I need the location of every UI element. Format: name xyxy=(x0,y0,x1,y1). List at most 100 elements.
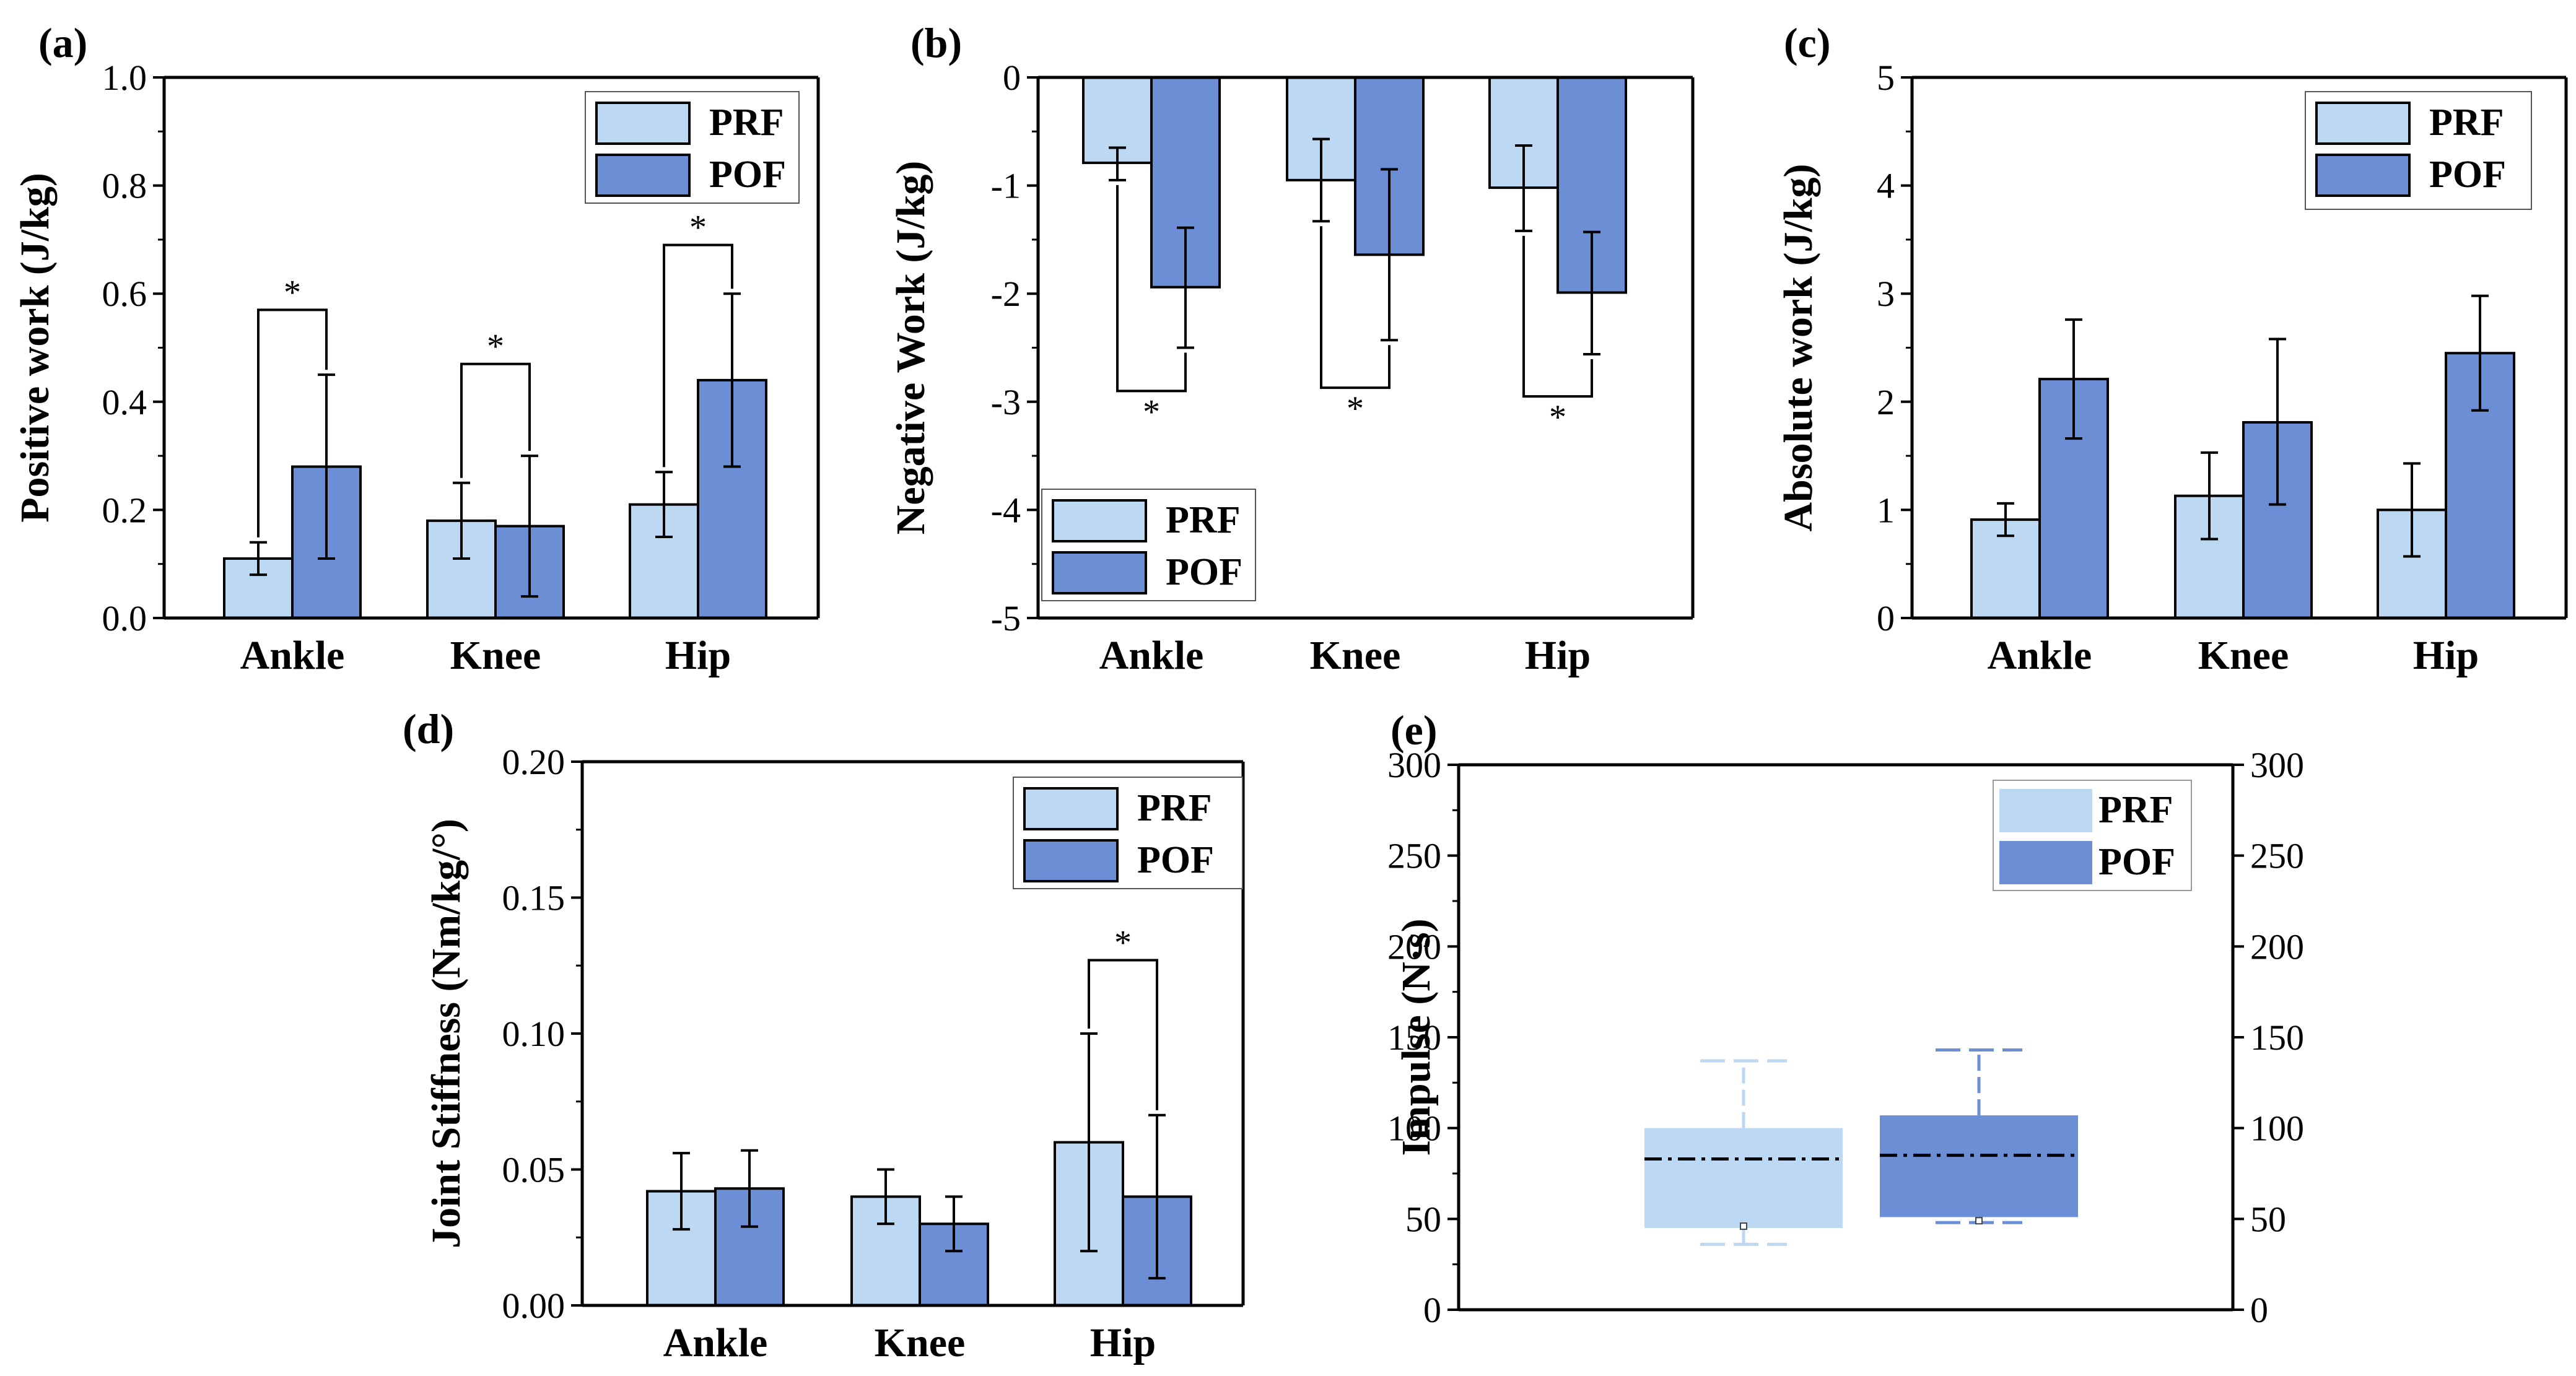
y-axis-title: Impulse (N·s) xyxy=(1394,918,1439,1156)
panel-a-positive-work: (a) Positive work (J/kg) * * * Ankle Knee Hip 0.… xyxy=(12,19,820,678)
legend-swatch-prf xyxy=(1023,787,1119,830)
legend-label-pof: POF xyxy=(2429,154,2506,196)
significance-bracket xyxy=(663,243,733,468)
bar-series-group xyxy=(646,1032,1192,1307)
y-tick-label: 0.20 xyxy=(502,742,565,782)
legend: PRF POF xyxy=(2305,91,2532,210)
y-tick-label: 0.10 xyxy=(502,1014,565,1054)
significance-star: * xyxy=(1143,393,1160,431)
bar-series-group xyxy=(1970,294,2515,620)
legend-swatch-pof xyxy=(595,154,691,197)
box-prf xyxy=(1644,1128,1843,1228)
y-tick-label: 0.8 xyxy=(102,166,147,206)
legend-swatch-prf xyxy=(595,102,691,145)
y-tick-label: 1.0 xyxy=(102,58,147,98)
x-tick-label-ankle: Ankle xyxy=(1099,633,1204,678)
y-tick-label: 0 xyxy=(1003,58,1021,98)
x-tick-label-ankle: Ankle xyxy=(663,1320,768,1365)
panel-label: (e) xyxy=(1391,707,1437,754)
y-tick-label-right: 50 xyxy=(2250,1199,2286,1239)
y-tick-label-right: 300 xyxy=(2250,745,2304,785)
y-tick-label: 150 xyxy=(1387,1017,1441,1058)
bar-prf-hip xyxy=(2377,508,2447,620)
legend-swatch-prf xyxy=(1052,499,1147,542)
significance-bracket xyxy=(1088,959,1158,1110)
legend: PRF POF xyxy=(1993,780,2192,891)
panel-e-impulse: (e) Impulse (N·s) 0 50 100 150 200 250 300 0 50 100… xyxy=(1387,707,2304,1330)
bar-series-group xyxy=(1082,76,1627,355)
y-tick-label: 300 xyxy=(1387,745,1441,785)
legend: PRF POF xyxy=(1041,489,1256,601)
significance-star: * xyxy=(487,328,504,366)
y-tick-label-right: 150 xyxy=(2250,1017,2304,1058)
y-tick-label-right: 200 xyxy=(2250,926,2304,967)
significance-star: * xyxy=(689,209,707,247)
y-tick-label: 5 xyxy=(1877,58,1895,98)
significance-star: * xyxy=(1549,398,1566,437)
legend-swatch-pof xyxy=(1052,551,1147,594)
data-point xyxy=(1740,1222,1747,1230)
panel-c-absolute-work: (c) Absolute work (J/kg) Ankle Knee Hip 0 1 2 3 4… xyxy=(1776,19,2568,678)
legend-label-prf: PRF xyxy=(709,102,784,144)
x-tick-label-hip: Hip xyxy=(1525,633,1591,678)
x-tick-label-knee: Knee xyxy=(2198,633,2289,678)
significance-star: * xyxy=(1347,390,1364,428)
y-tick-label: 0.0 xyxy=(102,598,147,638)
legend-label-pof: POF xyxy=(1137,839,1214,881)
legend-label-prf: PRF xyxy=(2098,789,2173,831)
legend-label-pof: POF xyxy=(2098,841,2175,883)
x-tick-label-knee: Knee xyxy=(875,1320,966,1365)
legend-swatch-prf xyxy=(1999,789,2092,832)
data-point xyxy=(1975,1217,1983,1225)
y-tick-label: 250 xyxy=(1387,836,1441,876)
y-tick-label: 3 xyxy=(1877,274,1895,314)
significance-bracket xyxy=(257,308,328,538)
x-tick-label-hip: Hip xyxy=(2413,633,2479,678)
legend: PRF POF xyxy=(585,91,800,204)
y-tick-label: -4 xyxy=(991,490,1021,530)
y-tick-label: -2 xyxy=(991,274,1021,314)
significance-bracket xyxy=(460,362,531,478)
legend-label-prf: PRF xyxy=(1166,499,1241,541)
y-tick-label-right: 0 xyxy=(2250,1290,2268,1330)
y-tick-label: -5 xyxy=(991,598,1021,638)
panel-label: (b) xyxy=(910,19,962,66)
y-tick-label: 0.00 xyxy=(502,1286,565,1326)
box-series-group xyxy=(1644,1048,2078,1246)
y-tick-label: 0.4 xyxy=(102,382,147,422)
y-tick-label: 0.05 xyxy=(502,1150,565,1190)
legend-swatch-prf xyxy=(2315,102,2411,145)
y-axis-title: Absolute work (J/kg) xyxy=(1776,163,1821,531)
y-axis-title: Positive work (J/kg) xyxy=(12,173,58,523)
y-tick-label: -3 xyxy=(991,382,1021,422)
legend: PRF POF xyxy=(1013,777,1243,889)
x-tick-label-ankle: Ankle xyxy=(240,633,345,678)
significance-bracket xyxy=(1116,185,1187,393)
panel-b-negative-work: (b) Negative Work (J/kg) * * * Ankle Knee Hip -5… xyxy=(888,19,1695,678)
panel-label: (d) xyxy=(403,705,454,752)
y-axis-title: Joint Stiffness (Nm/kg/°) xyxy=(424,819,469,1248)
y-tick-label: 0 xyxy=(1423,1290,1441,1330)
panel-label: (a) xyxy=(38,19,87,66)
panel-d-joint-stiffness: (d) Joint Stiffness (Nm/kg/°) * Ankle Knee Hi… xyxy=(403,705,1245,1365)
y-tick-label: 200 xyxy=(1387,926,1441,967)
x-tick-label-ankle: Ankle xyxy=(1988,633,2092,678)
legend-swatch-pof xyxy=(1023,839,1119,882)
panel-label: (c) xyxy=(1784,19,1830,66)
significance-star: * xyxy=(1114,923,1132,962)
y-tick-label-right: 250 xyxy=(2250,836,2304,876)
x-tick-label-hip: Hip xyxy=(665,633,731,678)
significance-bracket xyxy=(1320,226,1391,390)
box-pof xyxy=(1880,1115,2078,1217)
significance-star: * xyxy=(284,273,301,311)
y-tick-label: 100 xyxy=(1387,1108,1441,1149)
y-tick-label-right: 100 xyxy=(2250,1108,2304,1149)
significance-bracket xyxy=(1522,235,1593,398)
legend-label-pof: POF xyxy=(709,154,786,196)
y-tick-label: -1 xyxy=(991,166,1021,206)
x-tick-label-knee: Knee xyxy=(450,633,541,678)
legend-label-pof: POF xyxy=(1166,551,1242,593)
legend-swatch-pof xyxy=(2315,154,2411,197)
x-tick-label-hip: Hip xyxy=(1090,1320,1156,1365)
